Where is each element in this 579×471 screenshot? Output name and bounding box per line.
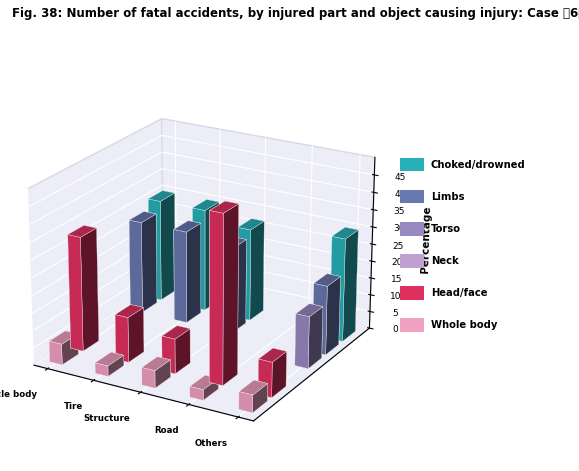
Text: Whole body: Whole body: [431, 320, 497, 330]
Text: Fig. 38: Number of fatal accidents, by injured part and object causing injury: C: Fig. 38: Number of fatal accidents, by i…: [12, 7, 579, 20]
Text: Neck: Neck: [431, 256, 459, 266]
Text: Choked/drowned: Choked/drowned: [431, 160, 526, 170]
Text: Head/face: Head/face: [431, 288, 488, 298]
Text: Torso: Torso: [431, 224, 461, 234]
Text: Limbs: Limbs: [431, 192, 464, 202]
